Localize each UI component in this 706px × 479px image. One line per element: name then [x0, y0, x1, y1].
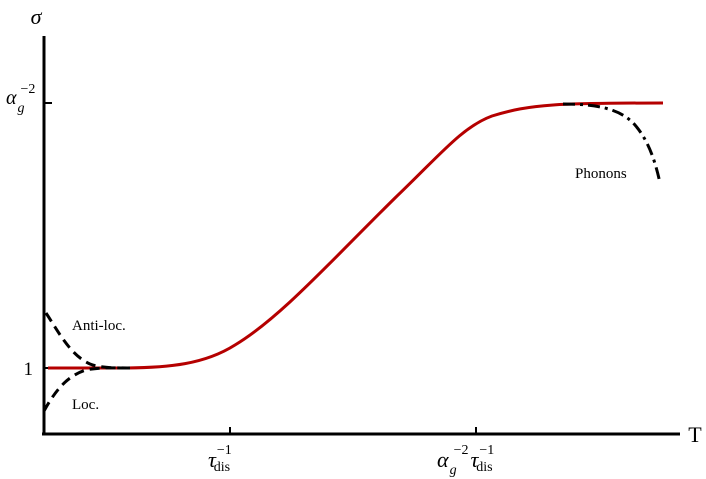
annotation-phonons: Phonons: [575, 166, 627, 182]
x-axis-label: T: [688, 422, 702, 447]
anti-loc-curve: [44, 312, 131, 370]
annotation-loc: Loc.: [72, 397, 99, 413]
y-tick-label-alpha: αg−2: [6, 82, 35, 116]
x-tick-label-alpha-tau: αg−2τ−1 dis: [437, 443, 494, 478]
phonons-curve: [562, 102, 662, 184]
main-curve: [48, 101, 664, 370]
annotation-anti-loc: Anti-loc.: [72, 318, 126, 334]
y-tick-label-1: 1: [24, 359, 34, 380]
x-tick-label-tau: τ−1 dis: [208, 443, 232, 475]
y-axis-label: σ: [31, 4, 43, 29]
loc-curve: [42, 366, 131, 412]
